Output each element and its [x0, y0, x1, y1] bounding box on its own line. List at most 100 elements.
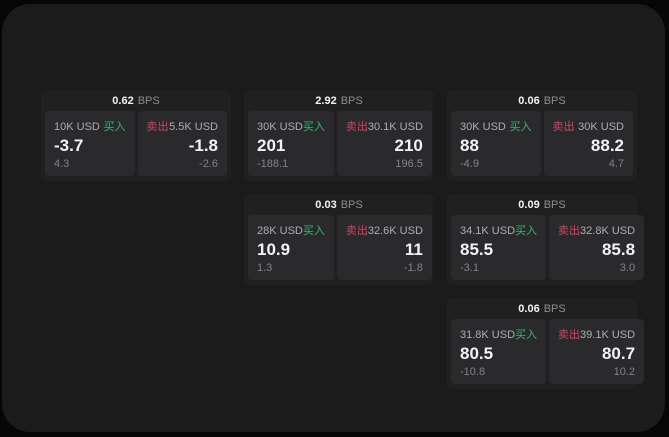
buy-tile-header: 28K USD 买入: [257, 222, 325, 238]
sell-tile-header: 卖出 39.1K USD: [558, 326, 635, 342]
sell-price: 210: [394, 136, 423, 155]
sell-sub-value: 4.7: [608, 158, 624, 170]
bps-unit-label: BPS: [137, 95, 160, 107]
card-body: 30K USD 买入 201 -188.1 卖出 30.1K USD 210 1…: [248, 111, 432, 176]
bps-header: 0.62 BPS: [45, 90, 227, 111]
sell-price: -1.8: [188, 136, 218, 155]
card-body: 34.1K USD 买入 85.5 -3.1 卖出 32.8K USD 85.8…: [451, 215, 645, 280]
sell-tile[interactable]: 卖出 32.8K USD 85.8 3.0: [549, 215, 645, 280]
bps-unit-label: BPS: [543, 199, 566, 211]
card-body: 30K USD 买入 88 -4.9 卖出 30K USD 88.2 4.7: [451, 111, 633, 176]
sell-side-label: 卖出: [558, 225, 581, 237]
buy-tile[interactable]: 30K USD 买入 201 -188.1: [248, 111, 334, 176]
buy-price: 80.5: [460, 344, 494, 363]
sell-side-label: 卖出: [345, 225, 368, 237]
buy-sub-value: -4.9: [460, 158, 479, 170]
main-panel: 0.62 BPS 10K USD 买入 -3.7 4.3 卖出: [2, 4, 665, 432]
buy-size: 30K USD: [460, 121, 506, 133]
buy-side-label: 买入: [515, 225, 538, 237]
quote-card-1: 0.62 BPS 10K USD 买入 -3.7 4.3 卖出: [41, 90, 231, 181]
bps-value: 0.06: [518, 95, 540, 107]
buy-tile[interactable]: 30K USD 买入 88 -4.9: [451, 111, 541, 176]
buy-size: 34.1K USD: [460, 225, 516, 237]
quote-card-6: 0.06 BPS 31.8K USD 买入 80.5 -10.8 卖出: [447, 298, 645, 389]
buy-price: -3.7: [54, 136, 84, 155]
buy-tile-header: 31.8K USD 买入: [460, 326, 537, 342]
buy-price: 10.9: [257, 240, 291, 259]
buy-size: 31.8K USD: [460, 329, 516, 341]
sell-side-label: 卖出: [552, 121, 575, 133]
sell-tile[interactable]: 卖出 39.1K USD 80.7 10.2: [549, 319, 645, 384]
bps-header: 2.92 BPS: [248, 90, 430, 111]
sell-tile-header: 卖出 30K USD: [553, 118, 625, 134]
bps-value: 0.06: [518, 303, 540, 315]
sell-size: 30K USD: [578, 121, 624, 133]
sell-sub-value: 3.0: [619, 262, 636, 274]
sell-size: 30.1K USD: [367, 121, 423, 133]
sell-side-label: 卖出: [558, 329, 581, 341]
sell-side-label: 卖出: [345, 121, 368, 133]
sell-size: 39.1K USD: [580, 329, 636, 341]
buy-tile-header: 34.1K USD 买入: [460, 222, 537, 238]
buy-tile[interactable]: 34.1K USD 买入 85.5 -3.1: [451, 215, 547, 280]
sell-tile[interactable]: 卖出 30K USD 88.2 4.7: [543, 111, 633, 176]
buy-sub-value: 4.3: [54, 158, 70, 170]
sell-size: 32.8K USD: [580, 225, 636, 237]
buy-tile[interactable]: 31.8K USD 买入 80.5 -10.8: [451, 319, 547, 384]
bps-unit-label: BPS: [543, 95, 566, 107]
quote-cards-grid: 0.62 BPS 10K USD 买入 -3.7 4.3 卖出: [41, 90, 645, 389]
sell-sub-value: 10.2: [613, 366, 636, 378]
buy-side-label: 买入: [515, 329, 538, 341]
quote-card-5: 0.09 BPS 34.1K USD 买入 85.5 -3.1 卖出: [447, 194, 645, 285]
sell-tile[interactable]: 卖出 5.5K USD -1.8 -2.6: [137, 111, 227, 176]
sell-tile-header: 卖出 32.6K USD: [346, 222, 423, 238]
buy-tile-header: 30K USD 买入: [460, 118, 532, 134]
buy-sub-value: -3.1: [460, 262, 479, 274]
buy-size: 30K USD: [257, 121, 303, 133]
quote-card-3: 0.06 BPS 30K USD 买入 88 -4.9 卖出: [447, 90, 637, 181]
buy-side-label: 买入: [302, 121, 325, 133]
quote-card-4: 0.03 BPS 28K USD 买入 10.9 1.3 卖出: [244, 194, 434, 285]
buy-side-label: 买入: [103, 121, 126, 133]
bps-unit-label: BPS: [543, 303, 566, 315]
sell-tile-header: 卖出 5.5K USD: [147, 118, 219, 134]
sell-price: 80.7: [601, 344, 636, 363]
sell-tile[interactable]: 卖出 32.6K USD 11 -1.8: [336, 215, 432, 280]
sell-side-label: 卖出: [146, 121, 169, 133]
bps-value: 0.03: [315, 199, 337, 211]
buy-size: 10K USD: [54, 121, 100, 133]
buy-price: 85.5: [460, 240, 494, 259]
bps-value: 0.62: [112, 95, 134, 107]
bps-value: 0.09: [518, 199, 540, 211]
buy-sub-value: -10.8: [460, 366, 486, 378]
card-body: 10K USD 买入 -3.7 4.3 卖出 5.5K USD -1.8 -2.…: [45, 111, 227, 176]
sell-price: 88.2: [590, 136, 624, 155]
buy-price: 88: [460, 136, 479, 155]
quote-card-2: 2.92 BPS 30K USD 买入 201 -188.1 卖出: [244, 90, 434, 181]
sell-sub-value: -2.6: [199, 158, 218, 170]
bps-header: 0.09 BPS: [451, 194, 633, 215]
buy-tile[interactable]: 28K USD 买入 10.9 1.3: [248, 215, 334, 280]
sell-sub-value: 196.5: [395, 158, 423, 170]
bps-unit-label: BPS: [340, 95, 363, 107]
sell-tile[interactable]: 卖出 30.1K USD 210 196.5: [336, 111, 432, 176]
buy-sub-value: -188.1: [257, 158, 289, 170]
sell-price: 11: [404, 240, 423, 259]
buy-tile-header: 10K USD 买入: [54, 118, 126, 134]
buy-tile[interactable]: 10K USD 买入 -3.7 4.3: [45, 111, 135, 176]
sell-tile-header: 卖出 30.1K USD: [346, 118, 423, 134]
buy-sub-value: 1.3: [257, 262, 273, 274]
buy-tile-header: 30K USD 买入: [257, 118, 325, 134]
card-body: 31.8K USD 买入 80.5 -10.8 卖出 39.1K USD 80.…: [451, 319, 645, 384]
card-body: 28K USD 买入 10.9 1.3 卖出 32.6K USD 11 -1.8: [248, 215, 432, 280]
bps-unit-label: BPS: [340, 199, 363, 211]
sell-size: 32.6K USD: [367, 225, 423, 237]
sell-size: 5.5K USD: [169, 121, 218, 133]
buy-side-label: 买入: [302, 225, 325, 237]
buy-side-label: 买入: [509, 121, 532, 133]
bps-header: 0.06 BPS: [451, 298, 633, 319]
bps-header: 0.06 BPS: [451, 90, 633, 111]
buy-size: 28K USD: [257, 225, 303, 237]
sell-tile-header: 卖出 32.8K USD: [558, 222, 635, 238]
